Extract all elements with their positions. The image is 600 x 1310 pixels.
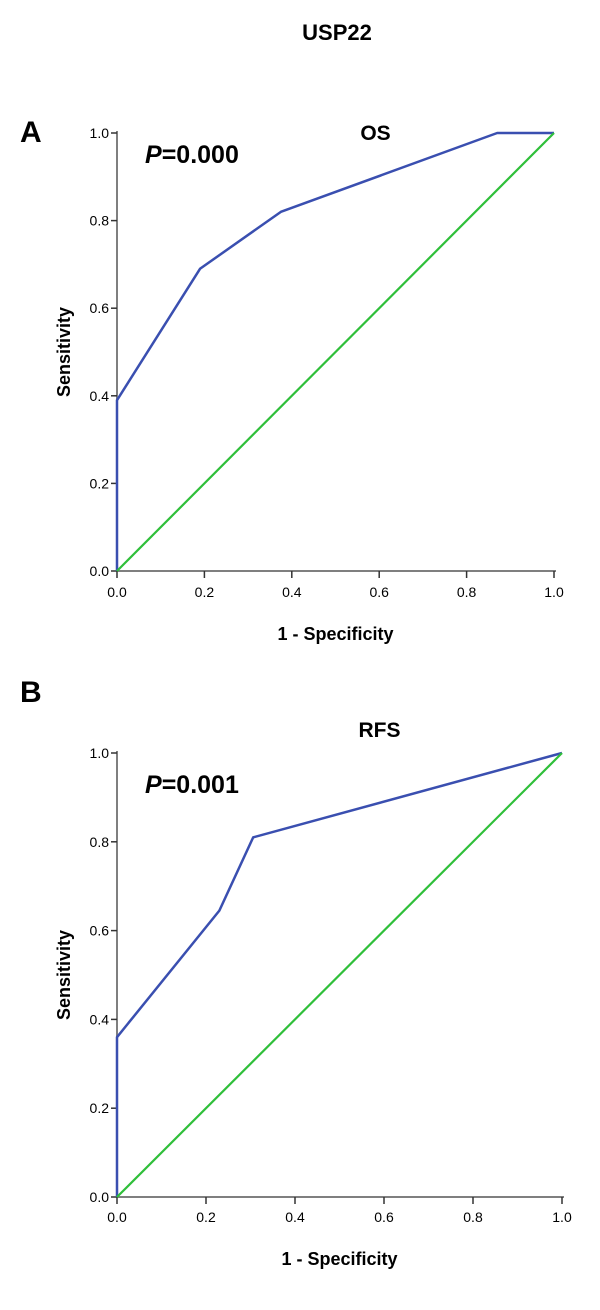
y-tick-label: 0.2	[90, 1100, 110, 1116]
figure-title: USP22	[302, 20, 372, 45]
roc-curve	[115, 751, 563, 1197]
y-tick-label: 0.8	[90, 834, 110, 850]
x-tick-label: 0.2	[196, 1209, 216, 1225]
panel-a: A OS P=0.000 0.0 0.2 0.4 0.6 0.8 1.0 0.0 0.2 0.4 0.6…	[20, 116, 564, 644]
x-tick-label: 0.6	[369, 584, 389, 600]
p-value-annotation: P=0.000	[145, 141, 239, 169]
x-tick-label: 0.0	[107, 584, 127, 600]
p-value-annotation: P=0.001	[145, 771, 239, 799]
x-axis-label: 1 - Specificity	[281, 1249, 397, 1269]
y-tick-label: 0.0	[90, 1189, 110, 1205]
x-tick-label: 0.4	[285, 1209, 305, 1225]
x-tick-label: 0.8	[457, 584, 477, 600]
panel-label: A	[20, 116, 42, 149]
panel-label: B	[20, 676, 42, 709]
chart-title: RFS	[359, 719, 401, 742]
x-tick-label: 0.8	[463, 1209, 483, 1225]
chart-title: OS	[360, 122, 390, 145]
y-tick-label: 0.0	[90, 563, 110, 579]
roc-curve	[115, 131, 554, 571]
y-tick-label: 0.6	[90, 300, 110, 316]
reference-line	[116, 132, 555, 572]
reference-line	[116, 752, 563, 1198]
y-tick-label: 1.0	[90, 125, 110, 141]
y-tick-label: 0.4	[90, 388, 110, 404]
y-tick-label: 0.8	[90, 213, 110, 229]
p-value: =0.001	[162, 771, 239, 799]
y-axis-label: Sensitivity	[54, 930, 74, 1020]
y-axis-label: Sensitivity	[54, 307, 74, 397]
y-tick-label: 0.2	[90, 475, 110, 491]
p-value: =0.000	[162, 141, 239, 169]
y-tick-label: 1.0	[90, 745, 110, 761]
p-symbol: P	[145, 141, 162, 169]
x-tick-label: 0.0	[107, 1209, 127, 1225]
panel-b: B RFS P=0.001 0.0 0.2 0.4 0.6 0.8 1.0 0.0 0.2 0.4 0.…	[20, 676, 572, 1269]
y-tick-label: 0.4	[90, 1011, 110, 1027]
x-tick-label: 1.0	[544, 584, 564, 600]
x-tick-label: 0.6	[374, 1209, 394, 1225]
x-tick-label: 0.2	[195, 584, 215, 600]
x-tick-label: 1.0	[552, 1209, 572, 1225]
y-tick-label: 0.6	[90, 923, 110, 939]
x-tick-label: 0.4	[282, 584, 302, 600]
x-axis-label: 1 - Specificity	[277, 624, 393, 644]
p-symbol: P	[145, 771, 162, 799]
